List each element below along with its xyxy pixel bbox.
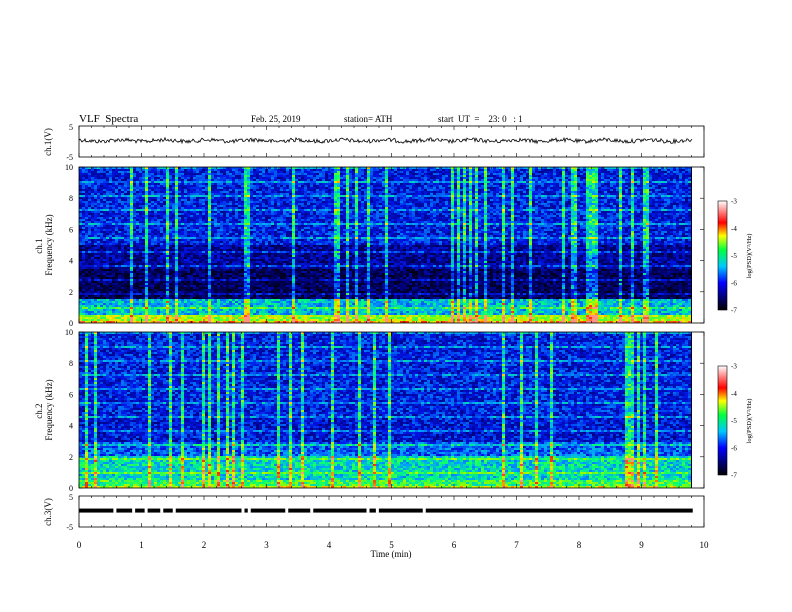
frequency-tick-label: 10 <box>65 163 73 172</box>
xtick-label: 8 <box>577 540 582 550</box>
frequency-tick-label: 10 <box>65 328 73 337</box>
xtick-label: 0 <box>77 540 82 550</box>
frequency-tick-label: 8 <box>69 194 73 203</box>
ch3-waveform-panel: 5 -5 ch.3(V) <box>43 493 704 532</box>
ch1-frequency-label: Frequency (kHz) <box>44 214 54 275</box>
xtick-label: 1 <box>139 540 144 550</box>
ch2-channel-label: ch.2 Frequency (kHz) <box>34 379 54 440</box>
ch1-spectrogram-cells <box>79 167 691 323</box>
ch3-waveform-line <box>79 508 693 512</box>
ch2-colorbar-label: log(PSD)(V²/Hz) <box>746 399 753 444</box>
colorbar-tick-label: -4 <box>731 390 737 398</box>
ch3-ytick-bottom: -5 <box>66 523 73 532</box>
colorbar-tick-label: -4 <box>731 225 737 233</box>
ch1-colorbar-label: log(PSD)(V²/Hz) <box>746 234 753 279</box>
ch2-spectrogram-cells <box>79 332 691 488</box>
ch2-colorbar <box>718 366 727 475</box>
ch2-colorbar-ticks: -3 -4 -5 -6 -7 <box>731 363 737 480</box>
colorbar-tick-label: -7 <box>731 307 737 315</box>
ch1-channel-label: ch.1 Frequency (kHz) <box>34 214 54 275</box>
frequency-tick-label: 8 <box>69 359 73 368</box>
frequency-tick-label: 4 <box>69 422 73 431</box>
ch3-ytick-top: 5 <box>69 493 73 502</box>
xtick-label: 7 <box>514 540 519 550</box>
colorbar-tick-label: -5 <box>731 417 737 425</box>
xtick-label: 2 <box>202 540 207 550</box>
frequency-tick-label: 2 <box>69 288 73 297</box>
colorbar-tick-label: -6 <box>731 444 737 452</box>
xtick-label: 3 <box>264 540 269 550</box>
ch1-waveform-line <box>79 138 692 144</box>
frequency-tick-label: 4 <box>69 257 73 266</box>
colorbar-tick-label: -5 <box>731 252 737 260</box>
frequency-tick-label: 0 <box>69 319 73 328</box>
xtick-label: 9 <box>639 540 644 550</box>
frequency-tick-label: 2 <box>69 453 73 462</box>
ch1-colorbar-ticks: -3 -4 -5 -6 -7 <box>731 198 737 315</box>
colorbar-tick-label: -7 <box>731 472 737 480</box>
colorbar-tick-label: -3 <box>731 198 737 206</box>
colorbar-tick-label: -6 <box>731 279 737 287</box>
ch3-waveform-ylabel: ch.3(V) <box>43 498 53 526</box>
ch1-colorbar <box>718 201 727 310</box>
xtick-label: 10 <box>700 540 710 550</box>
colorbar-tick-label: -3 <box>731 363 737 371</box>
xtick-label: 6 <box>452 540 457 550</box>
ch1-ytick-bottom: -5 <box>66 153 73 162</box>
ch1-waveform-ylabel: ch.1(V) <box>43 128 53 156</box>
ch1-ytick-top: 5 <box>69 123 73 132</box>
frequency-tick-label: 0 <box>69 484 73 493</box>
ch1-channel-name: ch.1 <box>34 239 44 254</box>
time-axis-label: Time (min) <box>371 549 412 559</box>
ch2-channel-name: ch.2 <box>34 404 44 419</box>
frequency-tick-label: 6 <box>69 225 73 234</box>
frequency-tick-label: 6 <box>69 390 73 399</box>
ch2-frequency-label: Frequency (kHz) <box>44 379 54 440</box>
xtick-label: 4 <box>327 540 332 550</box>
ch1-waveform-panel: 5 -5 ch.1(V) <box>43 123 704 162</box>
